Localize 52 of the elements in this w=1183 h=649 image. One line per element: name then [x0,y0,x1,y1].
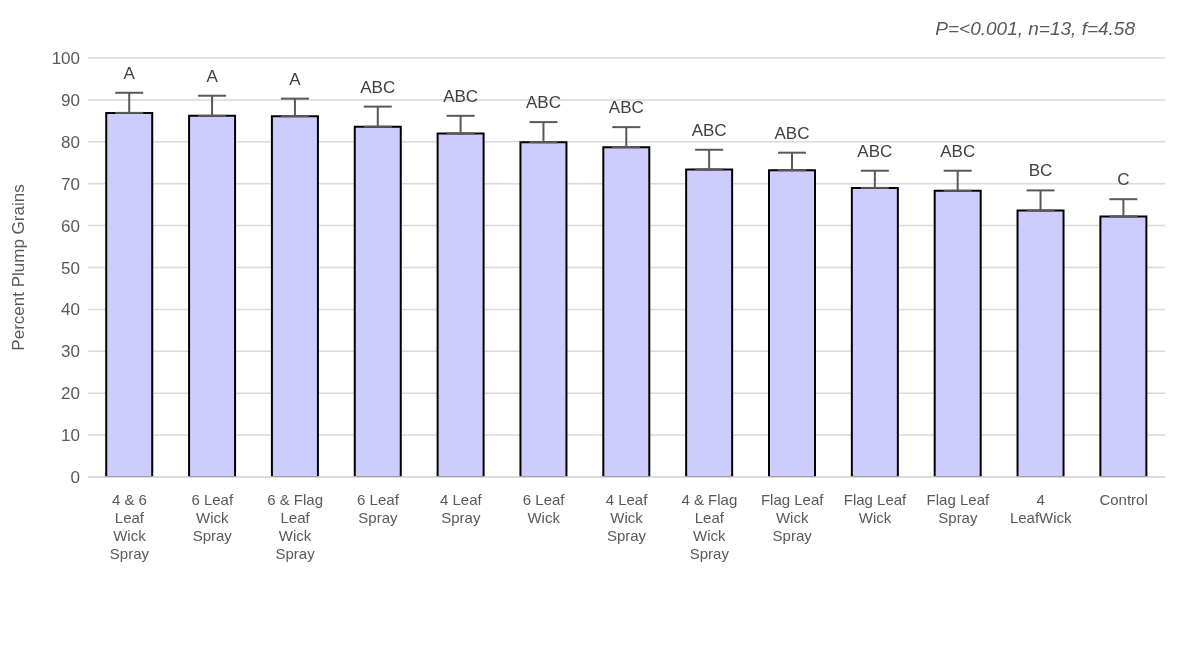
y-tick-label: 60 [61,216,80,236]
bar [519,141,568,477]
bar [353,125,402,477]
data-label: ABC [940,141,976,161]
y-axis-title: Percent Plump Grains [9,184,29,351]
data-label: BC [1028,161,1053,181]
bar [1016,209,1065,477]
y-tick-label: 90 [61,90,80,110]
x-tick-label: 4 LeafWick [1009,491,1073,526]
data-label: ABC [443,86,479,106]
x-tick-label: 6 Leaf Wick [522,491,566,526]
data-label: ABC [691,120,727,140]
data-label: A [206,66,219,86]
y-tick-label: 100 [51,49,80,69]
bar [105,111,154,477]
x-tick-label: Flag Leaf Wick [843,491,908,526]
bar [850,186,899,477]
data-label: C [1117,170,1130,190]
bar [270,115,319,477]
data-label: ABC [360,77,396,97]
y-tick-label: 50 [61,258,80,278]
x-tick-label: Flag Leaf Spray [926,491,990,526]
x-tick-label: 4 Leaf Spray [439,491,483,526]
x-tick-label: 4 & Flag Leaf Wick Spray [681,491,738,562]
bar [1099,215,1148,477]
data-label: A [123,63,136,83]
y-tick-label: 80 [61,132,80,152]
data-label: A [289,69,302,89]
data-label: ABC [774,123,810,143]
text: P=<0.001, n=13, f=4.58 [935,18,1135,40]
y-tick-label: 0 [70,468,80,488]
bar [436,132,485,477]
bar [933,189,982,477]
x-tick-label: Control [1099,491,1148,508]
y-tick-label: 10 [61,426,80,446]
bar [685,168,734,477]
y-tick-label: 20 [61,384,80,404]
bar [188,114,237,477]
bar [768,169,816,477]
data-label: ABC [857,141,893,161]
bar [602,146,651,477]
y-tick-label: 70 [61,174,80,194]
x-tick-label: 4 Leaf Wick Spray [605,491,649,544]
x-tick-label: 6 Leaf Spray [357,491,400,526]
data-label: ABC [525,93,561,113]
x-tick-label: 6 Leaf Wick Spray [191,491,234,544]
x-tick-label: 6 & Flag Leaf Wick Spray [267,491,324,562]
y-tick-label: 40 [61,300,80,320]
y-tick-label: 30 [61,342,80,362]
x-tick-label: Flag Leaf Wick Spray [760,491,825,544]
x-tick-label: 4 & 6 Leaf Wick Spray [109,491,150,562]
data-label: ABC [608,98,644,118]
